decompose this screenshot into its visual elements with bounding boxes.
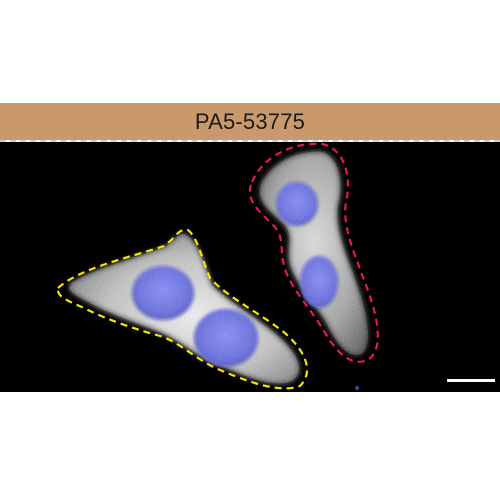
debris-dot	[355, 386, 359, 390]
nucleus-right-1	[276, 182, 318, 226]
micrograph-svg	[56, 142, 495, 390]
antibody-label: PA5-53775	[194, 108, 306, 134]
nucleus-left-2	[194, 309, 258, 367]
fluorescence-micrograph	[0, 142, 500, 392]
label-divider	[0, 140, 500, 142]
right-cells-outline	[248, 142, 379, 363]
scale-bar	[447, 379, 495, 382]
nucleus-left-1	[132, 266, 194, 320]
nucleus-right-2	[300, 256, 338, 308]
left-cells-outline	[56, 228, 309, 390]
antibody-label-bar: PA5-53775	[0, 103, 500, 140]
right-cell-cytoplasm	[259, 151, 369, 356]
